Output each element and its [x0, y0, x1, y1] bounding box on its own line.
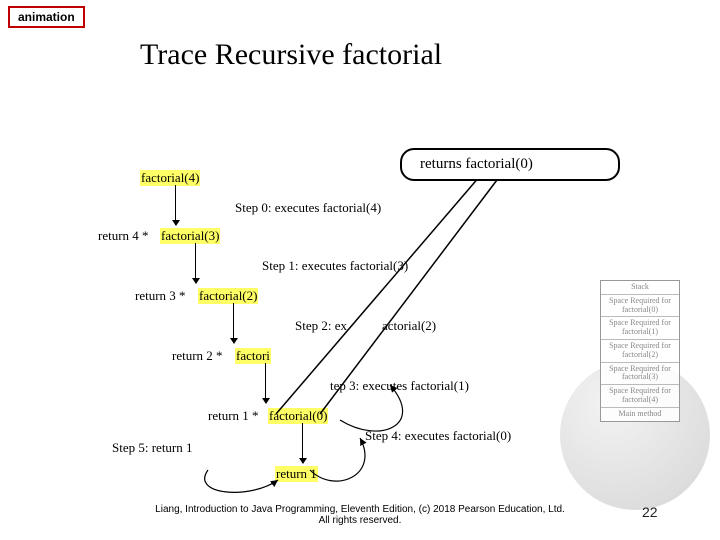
stack-frame: Space Required for factorial(4): [601, 385, 679, 408]
copyright-footer: Liang, Introduction to Java Programming,…: [0, 504, 720, 526]
highlighted-text: factorial(0): [268, 408, 328, 424]
stack-frame: Main method: [601, 408, 679, 421]
down-arrow-icon: [195, 243, 196, 283]
highlighted-text: factorial(3): [160, 228, 220, 244]
slide-title: Trace Recursive factorial: [140, 38, 442, 72]
step-text: Step 0: executes factorial(4): [235, 200, 381, 216]
stack-frame: Space Required for factorial(1): [601, 317, 679, 340]
step-text: return 4 *: [98, 228, 149, 244]
highlighted-text: factorial(4): [140, 170, 200, 186]
highlighted-text: return 1: [275, 466, 318, 482]
stack-frame: Space Required for factorial(3): [601, 363, 679, 386]
down-arrow-icon: [265, 363, 266, 403]
page-number: 22: [642, 504, 658, 520]
footer-line2: All rights reserved.: [319, 515, 402, 526]
step-text: return 3 *: [135, 288, 186, 304]
call-stack: StackSpace Required for factorial(0)Spac…: [600, 280, 680, 422]
step-text: return 2 *: [172, 348, 223, 364]
stack-header: Stack: [601, 281, 679, 295]
animation-tag: animation: [8, 6, 85, 28]
stack-frame: Space Required for factorial(0): [601, 295, 679, 318]
step-text: tep 3: executes factorial(1): [330, 378, 469, 394]
callout-bubble: returns factorial(0): [400, 148, 620, 181]
stack-frame: Space Required for factorial(2): [601, 340, 679, 363]
step-text: Step 5: return 1: [112, 440, 193, 456]
step-text: Step 1: executes factorial(3): [262, 258, 408, 274]
highlighted-text: factori: [235, 348, 271, 364]
step-text: actorial(2): [382, 318, 436, 334]
highlighted-text: factorial(2): [198, 288, 258, 304]
down-arrow-icon: [302, 423, 303, 463]
recursion-trace-diagram: factorial(4) Step 0: executes factorial(4…: [80, 170, 520, 480]
step-text: Step 2: ex: [295, 318, 347, 334]
down-arrow-icon: [233, 303, 234, 343]
footer-line1: Liang, Introduction to Java Programming,…: [155, 504, 565, 515]
step-text: return 1 *: [208, 408, 259, 424]
step-text: Step 4: executes factorial(0): [365, 428, 511, 444]
down-arrow-icon: [175, 185, 176, 225]
